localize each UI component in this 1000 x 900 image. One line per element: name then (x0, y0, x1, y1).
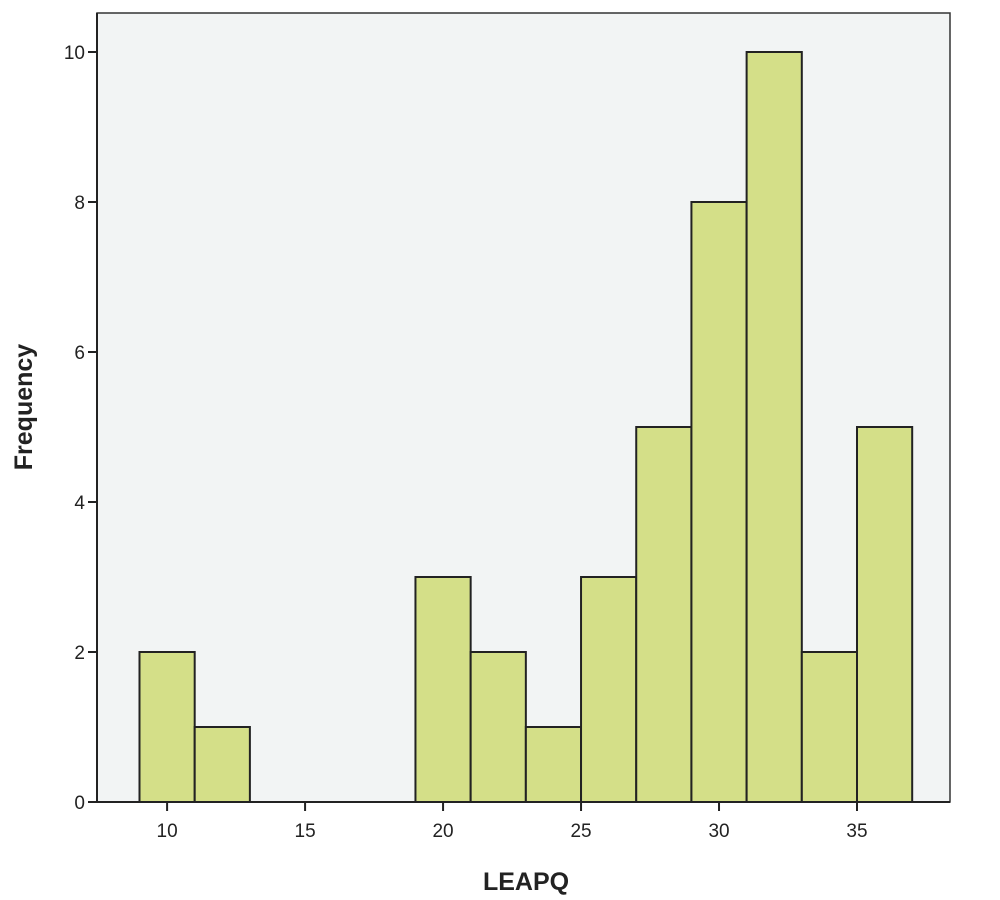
histogram-bar-11-13 (193, 726, 251, 803)
y-axis-title: Frequency (10, 344, 38, 471)
histogram-bar-31-33 (745, 51, 803, 803)
histogram-bar-35-37 (856, 426, 914, 803)
histogram-bar-23-25 (524, 726, 583, 803)
y-tick-label: 4 (74, 493, 85, 514)
histogram-bar-33-35 (800, 651, 859, 803)
y-tick-label: 10 (64, 43, 85, 64)
x-tick-label: 35 (846, 821, 867, 842)
x-tick-label: 20 (432, 821, 453, 842)
x-tick-label: 25 (570, 821, 591, 842)
x-tick-label: 30 (708, 821, 729, 842)
y-tick-label: 2 (74, 643, 85, 664)
histogram-bar-27-29 (635, 426, 693, 803)
y-tick-label: 0 (74, 793, 85, 814)
histogram-bar-19-21 (414, 576, 472, 803)
y-tick-label: 6 (74, 343, 85, 364)
x-axis-title: LEAPQ (483, 868, 569, 896)
x-tick-label: 15 (295, 821, 316, 842)
histogram-bar-25-27 (580, 576, 638, 803)
x-tick-label: 10 (157, 821, 178, 842)
y-tick-label: 8 (74, 193, 85, 214)
histogram-bar-29-31 (690, 201, 748, 803)
histogram-bar-9-11 (138, 651, 196, 803)
histogram-bar-21-23 (469, 651, 527, 803)
